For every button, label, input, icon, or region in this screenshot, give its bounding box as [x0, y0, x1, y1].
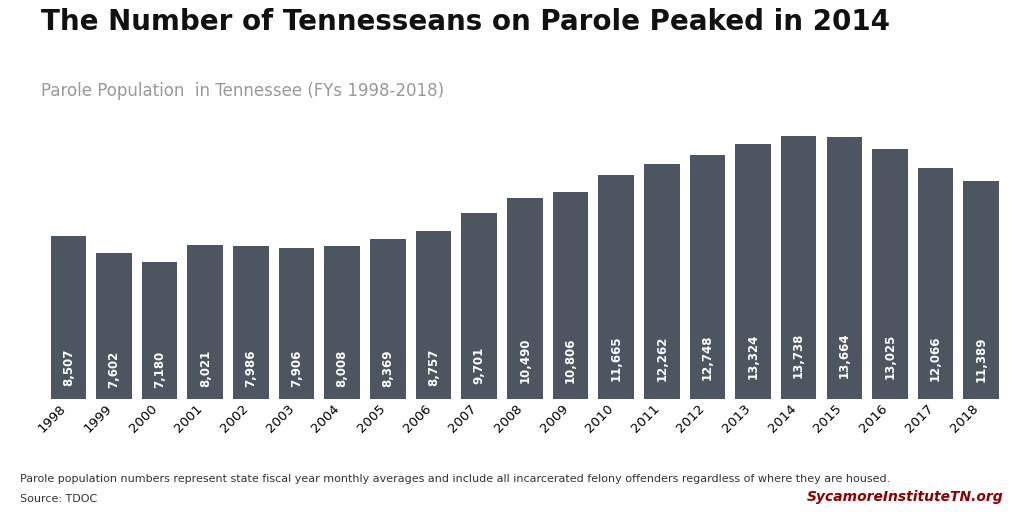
Text: Parole Population  in Tennessee (FYs 1998-2018): Parole Population in Tennessee (FYs 1998… [41, 82, 444, 100]
Bar [416, 231, 452, 399]
Bar [507, 198, 543, 399]
Text: 7,602: 7,602 [108, 350, 121, 388]
Bar [279, 248, 314, 399]
Bar [918, 168, 953, 399]
Bar [598, 176, 634, 399]
Bar [142, 262, 177, 399]
Bar [553, 192, 588, 399]
Text: 7,180: 7,180 [154, 351, 166, 388]
Text: 7,906: 7,906 [290, 350, 303, 387]
Text: 13,738: 13,738 [793, 333, 805, 378]
Bar [187, 245, 223, 399]
Bar [644, 164, 680, 399]
Bar [96, 253, 132, 399]
Text: SycamoreInstituteTN.org: SycamoreInstituteTN.org [807, 490, 1004, 504]
Bar [462, 213, 497, 399]
Text: The Number of Tennesseans on Parole Peaked in 2014: The Number of Tennesseans on Parole Peak… [41, 8, 890, 36]
Text: 8,757: 8,757 [427, 349, 440, 386]
Text: 13,324: 13,324 [746, 333, 760, 379]
Text: 12,066: 12,066 [929, 335, 942, 381]
Text: 12,262: 12,262 [655, 335, 669, 380]
Text: 11,389: 11,389 [975, 336, 988, 382]
Text: Parole population numbers represent state fiscal year monthly averages and inclu: Parole population numbers represent stat… [20, 474, 891, 484]
Text: 11,665: 11,665 [609, 336, 623, 381]
Text: 9,701: 9,701 [473, 347, 485, 385]
Bar [735, 143, 771, 399]
Bar [872, 150, 907, 399]
Bar [826, 137, 862, 399]
Text: 13,025: 13,025 [884, 334, 896, 379]
Bar [781, 136, 816, 399]
Text: 8,008: 8,008 [336, 350, 349, 387]
Bar [370, 239, 406, 399]
Text: 7,986: 7,986 [245, 350, 257, 387]
Text: 13,664: 13,664 [838, 333, 851, 378]
Text: 8,021: 8,021 [199, 350, 212, 387]
Text: 8,369: 8,369 [381, 349, 394, 387]
Text: Source: TDOC: Source: TDOC [20, 494, 97, 504]
Bar [964, 181, 999, 399]
Bar [689, 155, 725, 399]
Text: 10,806: 10,806 [564, 337, 577, 383]
Bar [50, 236, 86, 399]
Text: 8,507: 8,507 [61, 349, 75, 386]
Bar [233, 246, 268, 399]
Text: 10,490: 10,490 [518, 338, 531, 383]
Text: 12,748: 12,748 [700, 334, 714, 380]
Bar [325, 246, 360, 399]
